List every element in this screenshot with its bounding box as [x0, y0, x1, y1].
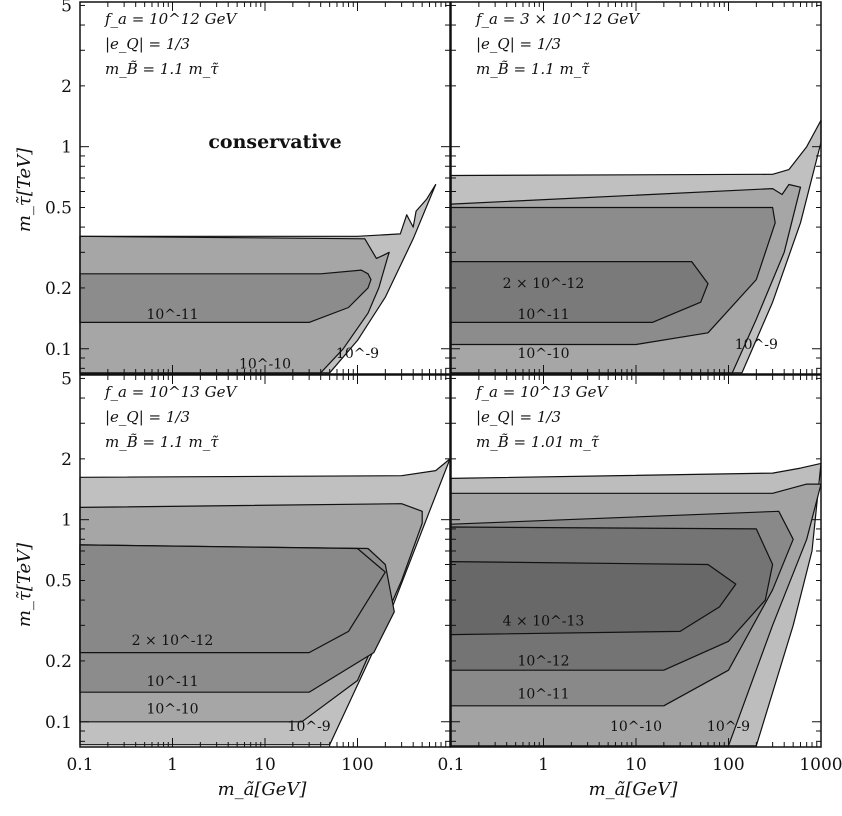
y-tick-label: 0.1: [45, 713, 72, 733]
contour-label: 10^-10: [517, 346, 569, 362]
x-tick-label: 1: [538, 755, 549, 775]
contour-label: 2 × 10^-12: [132, 633, 214, 649]
panel-frame: [79, 374, 451, 748]
contour-label: 10^-11: [146, 674, 198, 690]
panel-bottom-right: f_a = 10^13 GeV |e_Q| = 1/3 m_B̃ = 1.01 m_…: [450, 374, 822, 748]
contour-label: 10^-11: [146, 307, 198, 323]
panel-annotation: |e_Q| = 1/3: [105, 35, 190, 53]
x-tick-label: 10: [625, 755, 647, 775]
panel-frame: [79, 1, 451, 375]
panel-top-right: f_a = 3 × 10^12 GeV |e_Q| = 1/3 m_B̃ = 1.1…: [450, 1, 822, 375]
y-tick-label: 2: [61, 450, 72, 470]
y-axis-title-top: m_τ̃[TeV]: [14, 147, 35, 232]
x-tick-label: 10: [254, 755, 276, 775]
panel-frame: [450, 374, 822, 748]
contour-label: 10^-12: [517, 653, 569, 669]
axes-layer: m_ã[GeV] m_ã[GeV] m_τ̃[TeV] m_τ̃[TeV] 0.…: [14, 0, 842, 800]
x-tick-label: 100: [712, 755, 744, 775]
panel-annotation: f_a = 10^12 GeV: [104, 10, 238, 28]
y-tick-label: 0.2: [45, 652, 72, 672]
y-axis-title-bottom: m_τ̃[TeV]: [14, 542, 35, 627]
contour-region-21012: [450, 261, 709, 323]
contour-region-1011: [79, 269, 372, 323]
y-tick-label: 0.2: [45, 279, 72, 299]
x-tick-label: 100: [341, 755, 373, 775]
y-tick-label: 1: [61, 138, 72, 158]
panel-annotation: |e_Q| = 1/3: [105, 408, 190, 426]
contour-label: 10^-9: [288, 719, 331, 735]
panel-annotation: m_B̃ = 1.1 m_τ̃: [476, 60, 590, 78]
y-tick-label: 5: [61, 0, 72, 16]
x-axis-title-left: m_ã[GeV]: [218, 779, 308, 800]
contour-label: 10^-9: [336, 346, 379, 362]
panel-top-left: f_a = 10^12 GeV |e_Q| = 1/3 m_B̃ = 1.1 m_τ…: [79, 1, 451, 375]
contour-label: 10^-9: [707, 719, 750, 735]
panel-annotation: f_a = 10^13 GeV: [475, 383, 609, 401]
panel-bottom-left: f_a = 10^13 GeV |e_Q| = 1/3 m_B̃ = 1.1 m_τ…: [79, 374, 451, 748]
contour-region-41013: [450, 561, 737, 636]
y-tick-label: 1: [61, 511, 72, 531]
y-tick-label: 5: [61, 369, 72, 389]
panel-annotation: |e_Q| = 1/3: [476, 408, 561, 426]
x-tick-label: 1000: [799, 755, 842, 775]
contour-label: 10^-11: [517, 307, 569, 323]
panel-annotation: f_a = 3 × 10^12 GeV: [475, 10, 641, 28]
contour-label: 10^-10: [610, 719, 662, 735]
panel-annotation: f_a = 10^13 GeV: [104, 383, 238, 401]
contour-label: 10^-10: [146, 701, 198, 717]
contour-region-21012: [79, 544, 386, 654]
conservative-note: conservative: [208, 131, 341, 153]
contour-label: 10^-10: [239, 356, 291, 372]
panel-frame: [450, 1, 822, 375]
contour-label: 4 × 10^-13: [503, 613, 585, 629]
x-tick-label: 0.1: [66, 755, 93, 775]
y-tick-label: 0.5: [45, 572, 72, 592]
panel-annotation: m_B̃ = 1.01 m_τ̃: [476, 433, 600, 451]
y-tick-label: 2: [61, 77, 72, 97]
y-tick-label: 0.1: [45, 340, 72, 360]
contour-label: 10^-11: [517, 687, 569, 703]
contour-label: 10^-9: [735, 337, 778, 353]
x-axis-title-right: m_ã[GeV]: [589, 779, 679, 800]
panel-annotation: |e_Q| = 1/3: [476, 35, 561, 53]
y-tick-label: 0.5: [45, 199, 72, 219]
x-tick-label: 1: [167, 755, 178, 775]
panel-annotation: m_B̃ = 1.1 m_τ̃: [105, 60, 219, 78]
panels-layer: f_a = 10^12 GeV |e_Q| = 1/3 m_B̃ = 1.1 m_τ…: [79, 1, 822, 748]
panel-annotation: m_B̃ = 1.1 m_τ̃: [105, 433, 219, 451]
x-tick-label: 0.1: [437, 755, 464, 775]
contour-label: 2 × 10^-12: [503, 276, 585, 292]
